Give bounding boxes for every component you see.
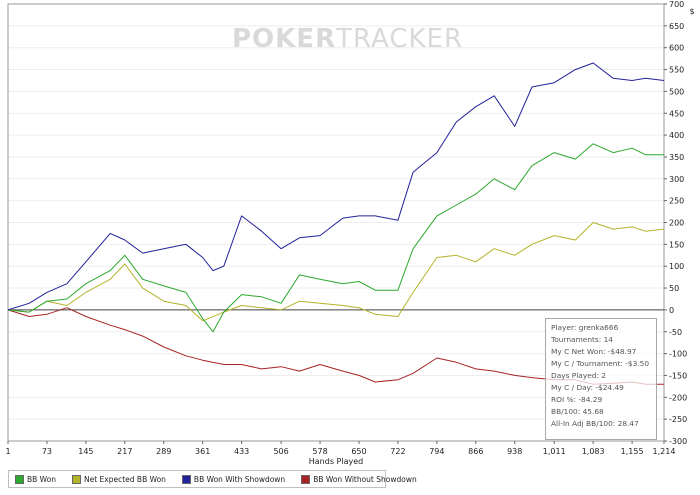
- legend-label: BB Won With Showdown: [193, 474, 286, 484]
- x-tick-label: 433: [234, 447, 249, 456]
- x-tick-label: 361: [195, 447, 210, 456]
- y-tick-label: -250: [669, 415, 687, 424]
- stat-per-day: My C / Day: -$24.49: [551, 383, 624, 392]
- y-tick-label: 400: [669, 131, 684, 140]
- y-tick-label: 450: [669, 109, 684, 118]
- y-tick-label: 650: [669, 22, 684, 31]
- x-tick-label: 1,011: [543, 447, 566, 456]
- stat-player: Player: grenka666: [551, 323, 619, 332]
- y-tick-label: 300: [669, 175, 684, 184]
- legend-swatch-bb-won: [15, 474, 24, 484]
- y-axis-ticks: 7006506005505004504003503002502001501005…: [664, 0, 687, 446]
- series-line-bb-won: [7, 143, 664, 333]
- stat-allin-adj: All-In Adj BB/100: 28.47: [551, 419, 639, 428]
- y-tick-label: -50: [669, 328, 682, 337]
- watermark-light: TRACKER: [335, 24, 463, 54]
- y-tick-label: 550: [669, 66, 684, 75]
- x-tick-label: 866: [468, 447, 483, 456]
- x-tick-label: 1,214: [653, 447, 676, 456]
- x-tick-label: 722: [390, 447, 405, 456]
- stat-net-won: My C Net Won: -$48.97: [551, 347, 637, 356]
- y-tick-label: 50: [669, 284, 679, 293]
- x-tick-label: 938: [507, 447, 522, 456]
- y-tick-label: 0: [669, 306, 674, 315]
- x-tick-label: 1: [5, 447, 10, 456]
- legend-item[interactable]: BB Won With Showdown: [181, 474, 286, 484]
- legend-swatch-no-showdown: [301, 474, 311, 484]
- legend-swatch-showdown: [181, 474, 191, 484]
- y-tick-label: 200: [669, 219, 684, 228]
- y-tick-label: 150: [669, 240, 684, 249]
- y-tick-label: 500: [669, 87, 684, 96]
- y-tick-label: 600: [669, 44, 684, 53]
- x-tick-label: 578: [312, 447, 327, 456]
- legend-label: BB Won: [27, 474, 56, 484]
- legend-item[interactable]: Net Expected BB Won: [72, 474, 166, 484]
- stat-roi: ROI %: -84.29: [551, 395, 603, 404]
- series-line-net-expected-bb-won: [7, 222, 665, 322]
- x-tick-label: 794: [429, 447, 444, 456]
- x-tick-label: 506: [273, 447, 288, 456]
- legend-item[interactable]: BB Won Without Showdown: [301, 474, 417, 484]
- x-axis-title: Hands Played: [309, 457, 363, 466]
- x-tick-label: 289: [156, 447, 171, 456]
- y-tick-label: 350: [669, 153, 684, 162]
- x-tick-label: 1,083: [582, 447, 605, 456]
- legend: BB Won Net Expected BB Won BB Won With S…: [8, 470, 417, 488]
- y-axis-title: $: [689, 7, 694, 16]
- x-tick-label: 217: [117, 447, 132, 456]
- stat-per-tournament: My C / Tournament: -$3.50: [551, 359, 650, 368]
- x-tick-label: 73: [42, 447, 52, 456]
- x-tick-label: 650: [351, 447, 366, 456]
- y-tick-label: 100: [669, 262, 684, 271]
- watermark: POKERTRACKER: [232, 24, 463, 54]
- y-tick-label: 250: [669, 197, 684, 206]
- legend-item[interactable]: BB Won: [15, 474, 56, 484]
- legend-swatch-net-expected: [72, 474, 81, 484]
- stat-bb-100: BB/100: 45.68: [551, 407, 604, 416]
- y-tick-label: -100: [669, 350, 687, 359]
- series-line-bb-won-with-showdown: [7, 62, 665, 311]
- stat-tournaments: Tournaments: 14: [551, 335, 614, 344]
- y-tick-label: 700: [669, 0, 684, 9]
- legend-label: Net Expected BB Won: [84, 474, 166, 484]
- legend-label: BB Won Without Showdown: [313, 474, 417, 484]
- stats-box: Player: grenka666 Tournaments: 14 My C N…: [545, 318, 657, 440]
- y-tick-label: -150: [669, 371, 687, 380]
- stat-days-played: Days Played: 2: [551, 371, 606, 380]
- x-axis-ticks: 1 73 145 217 289 361 433 506 578 650 722 794 866 938 1…: [5, 441, 675, 456]
- x-tick-label: 1,155: [621, 447, 644, 456]
- y-tick-label: -200: [669, 393, 687, 402]
- x-tick-label: 145: [78, 447, 93, 456]
- chart-grid: [8, 3, 664, 442]
- y-tick-label: -300: [669, 437, 687, 446]
- watermark-bold: POKER: [232, 24, 336, 54]
